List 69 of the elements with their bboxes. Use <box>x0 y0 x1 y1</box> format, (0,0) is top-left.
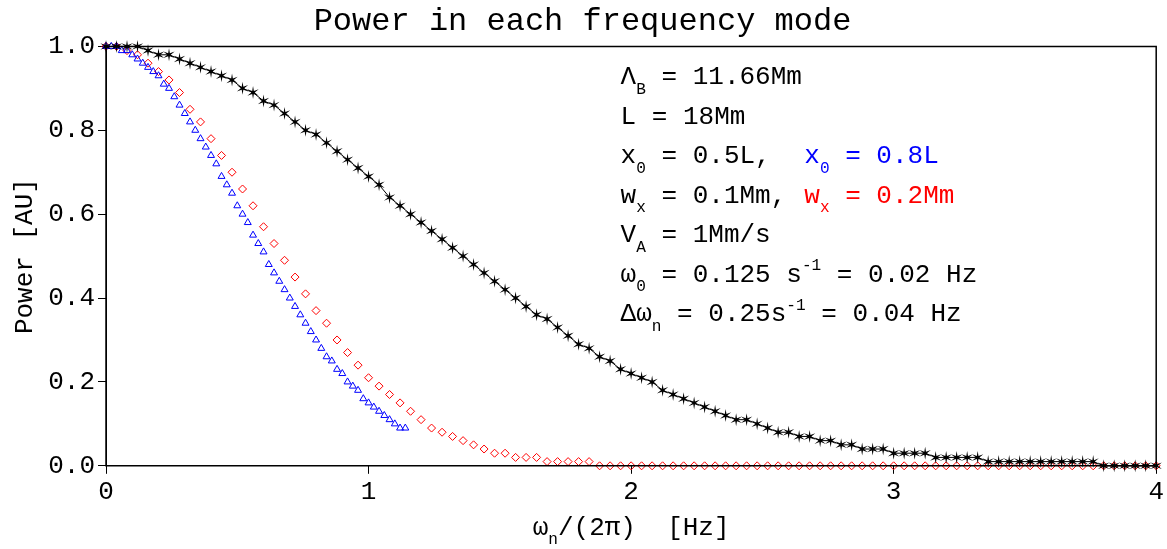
point <box>396 423 405 431</box>
point <box>259 247 268 255</box>
x-tick-label: 3 <box>885 477 902 508</box>
point <box>217 171 226 179</box>
point <box>317 343 326 351</box>
point <box>238 209 247 217</box>
point <box>233 201 242 209</box>
point <box>154 71 163 79</box>
point <box>201 142 210 150</box>
point <box>144 62 152 70</box>
point <box>401 423 410 431</box>
point <box>254 239 263 247</box>
point <box>207 150 215 158</box>
point <box>364 398 373 406</box>
point <box>301 318 310 326</box>
point <box>369 402 378 410</box>
point <box>306 327 315 335</box>
point <box>264 259 273 267</box>
point <box>128 50 137 58</box>
annotation: L = 18Mm <box>620 101 746 132</box>
y-tick-label: 0.8 <box>48 115 96 146</box>
point <box>249 230 257 238</box>
point <box>228 188 236 196</box>
point <box>322 352 331 360</box>
point <box>212 159 221 167</box>
point <box>390 419 399 427</box>
point <box>159 79 168 87</box>
x-tick-label: 2 <box>623 477 639 508</box>
y-tick-label: 0.6 <box>48 199 96 230</box>
point <box>196 134 205 142</box>
point <box>165 83 173 91</box>
point <box>138 58 147 66</box>
point <box>291 301 300 309</box>
point <box>275 276 284 284</box>
point <box>270 268 278 276</box>
point <box>338 369 347 377</box>
x-tick-label: 0 <box>98 477 114 508</box>
point <box>343 377 352 385</box>
point <box>375 406 384 414</box>
point <box>385 415 394 423</box>
point <box>222 180 231 188</box>
y-tick-label: 0.2 <box>48 366 96 397</box>
point <box>117 46 126 54</box>
point <box>280 285 289 293</box>
y-tick-label: 1.0 <box>48 31 96 62</box>
y-tick-label: 0.4 <box>48 282 96 313</box>
point <box>175 100 184 108</box>
point <box>133 54 142 62</box>
point <box>327 356 336 364</box>
point <box>312 335 321 343</box>
point <box>380 410 389 418</box>
x-tick-label: 1 <box>360 477 377 508</box>
chart-title: Power in each frequency mode <box>313 2 852 40</box>
point <box>348 381 357 389</box>
point <box>149 67 158 75</box>
point <box>107 41 116 49</box>
point <box>180 109 189 116</box>
point <box>359 394 368 402</box>
point <box>243 218 252 226</box>
point <box>296 310 305 318</box>
point <box>333 364 342 372</box>
point <box>191 125 200 133</box>
point <box>170 92 179 100</box>
point <box>186 117 194 125</box>
point <box>354 385 363 393</box>
y-axis-title: Power [AU] <box>10 178 41 335</box>
y-tick-label: 0.0 <box>48 450 96 481</box>
x-tick-label: 4 <box>1148 477 1164 508</box>
point <box>285 293 294 301</box>
